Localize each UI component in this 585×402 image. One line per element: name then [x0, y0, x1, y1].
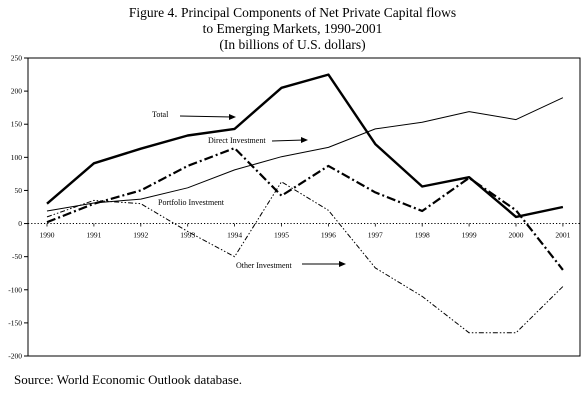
y-tick-label: 50 [15, 186, 23, 195]
chart-title-line-1: Figure 4. Principal Components of Net Pr… [128, 5, 457, 20]
source-note: Source: World Economic Outlook database. [14, 372, 242, 387]
x-tick-label: 1999 [462, 231, 477, 240]
x-tick-label: 1995 [274, 231, 289, 240]
y-tick-label: -200 [8, 352, 22, 361]
x-tick-label: 1992 [133, 231, 148, 240]
y-tick-label: 100 [11, 153, 23, 162]
y-tick-label: 0 [18, 219, 22, 228]
series-line-other-investment [46, 181, 564, 334]
plot-area-border [27, 57, 581, 357]
x-tick-label: 1993 [180, 231, 195, 240]
annotation-total: Total [152, 110, 169, 119]
annotation-arrowhead-total [229, 114, 236, 120]
annotation-arrow-direct-investment [271, 139, 305, 142]
series-line-direct-investment [46, 97, 564, 212]
y-tick-label: 200 [11, 87, 23, 96]
x-tick-label: 1991 [86, 231, 101, 240]
x-tick-label: 1994 [227, 231, 242, 240]
chart-title: Figure 4. Principal Components of Net Pr… [0, 5, 585, 53]
x-tick-label: 2000 [509, 231, 524, 240]
chart-title-line-2: to Emerging Markets, 1990-2001 [202, 21, 383, 36]
annotation-arrowhead-other-investment [339, 261, 346, 267]
x-tick-label: 1997 [368, 231, 383, 240]
y-tick-label: -150 [8, 318, 22, 327]
series-line-portfolio-investment [46, 147, 564, 271]
chart-title-line-3: (In billions of U.S. dollars) [219, 37, 366, 52]
y-tick-label: 150 [11, 120, 23, 129]
annotation-direct-investment: Direct Investment [208, 136, 266, 145]
annotation-arrow-total [179, 115, 233, 118]
y-tick-label: -100 [8, 285, 22, 294]
x-tick-label: 2001 [555, 231, 570, 240]
annotation-portfolio-investment: Portfolio Investment [158, 198, 225, 207]
annotation-arrowhead-direct-investment [301, 137, 308, 143]
y-tick-label: 250 [11, 54, 23, 63]
x-tick-label: 1998 [415, 231, 430, 240]
y-tick-label: -50 [12, 252, 22, 261]
annotation-other-investment: Other Investment [236, 261, 293, 270]
x-tick-label: 1990 [40, 231, 55, 240]
x-tick-label: 1996 [321, 231, 336, 240]
